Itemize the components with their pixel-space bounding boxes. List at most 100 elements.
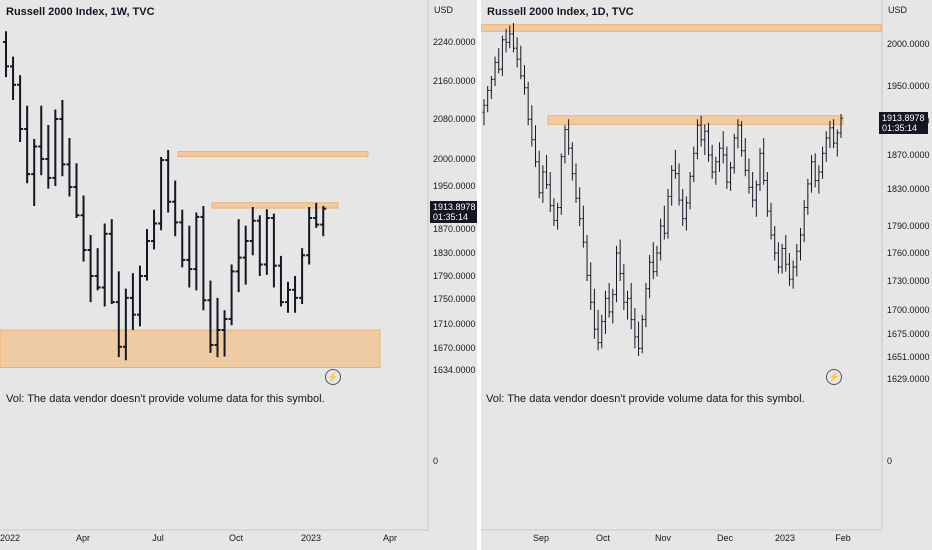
weekly-chart-canvas[interactable]: USD 2240.0000 2160.0000 2080.0000 2000.0000 1… [0,0,477,550]
weekly-chart-pane[interactable]: USD 2240.0000 2160.0000 2080.0000 2000.0000 1… [0,0,477,550]
y-tick-label: 2240.0000 [433,37,476,47]
pane-divider[interactable] [477,0,481,550]
y-tick-label: 1730.0000 [887,276,930,286]
ohlc-bar [541,165,545,203]
ohlc-bar [725,146,729,189]
lightning-icon[interactable]: ⚡ [826,369,842,385]
ohlc-bar [640,314,644,354]
ohlc-bar [493,56,497,86]
ohlc-bar [773,226,777,261]
x-tick-label: 2022 [0,533,20,543]
ohlc-bar [292,276,299,313]
ohlc-bar [570,142,574,181]
ohlc-bar [662,205,666,240]
ohlc-bar [59,100,66,177]
ohlc-bar [221,310,228,357]
ohlc-bar [320,205,327,237]
weekly-volume-note: Vol: The data vendor doesn't provide vol… [6,393,325,405]
ohlc-bar [721,131,725,164]
ohlc-bar [17,75,24,142]
weekly-last-price-tag: 1913.8978 01:35:14 [430,201,477,223]
ohlc-bar [743,138,747,177]
ohlc-bar [172,180,179,237]
ohlc-bar [655,245,659,277]
ohlc-bar [633,308,637,349]
ohlc-bar [235,219,242,293]
y-tick-label: 0 [887,456,892,466]
ohlc-bar [144,229,150,281]
ohlc-bar [798,227,803,261]
ohlc-bar [256,215,263,276]
y-tick-label: 1634.0000 [433,365,476,375]
ohlc-bar [791,260,795,289]
ohlc-bar [732,133,736,174]
y-tick-label: 1830.0000 [433,248,476,258]
ohlc-bar [820,146,825,179]
ohlc-bar [614,245,619,303]
ohlc-bar [644,282,648,328]
ohlc-bar [136,265,143,327]
ohlc-bar [486,86,490,113]
y-tick-label: 1790.0000 [433,271,476,281]
ohlc-bar [511,23,516,53]
ohlc-bar [563,125,567,164]
ohlc-bar [122,288,129,361]
ohlc-bar [603,290,608,334]
x-tick-label: Apr [76,533,90,543]
ohlc-bar [214,297,221,358]
ohlc-bar [751,172,755,208]
ohlc-bar [596,310,600,351]
x-tick-label: Nov [655,533,672,543]
ohlc-bar [515,37,519,68]
ohlc-bar [802,200,806,243]
y-tick-label: 1710.0000 [433,319,476,329]
ohlc-bar [115,271,122,358]
x-tick-label: Oct [596,533,611,543]
y-tick-label: 2080.0000 [433,114,476,124]
ohlc-bar [692,146,696,183]
ohlc-bar [677,163,681,206]
lightning-icon[interactable]: ⚡ [325,369,341,385]
y-tick-label: 1750.0000 [433,294,476,304]
ohlc-bar [559,153,563,215]
ohlc-bar [277,255,284,307]
ohlc-bar [765,172,769,217]
x-tick-label: 2023 [775,533,795,543]
ohlc-bar [747,158,751,194]
ohlc-bar [684,196,688,231]
ohlc-bar [533,125,538,167]
daily-chart-pane[interactable]: USD2000.00001950.00001910.00001870.00001… [481,0,932,550]
ohlc-bar [101,223,108,307]
ohlc-bar [784,235,788,272]
ohlc-bar [651,242,655,280]
ohlc-bar [695,119,700,160]
ohlc-bar [806,178,810,215]
ohlc-bar [129,273,136,330]
ohlc-bar [158,157,165,231]
ohlc-bar [500,35,504,76]
ohlc-bar [787,253,792,286]
ohlc-bar [94,248,101,291]
ohlc-bar [504,28,508,53]
daily-chart-canvas[interactable]: USD2000.00001950.00001910.00001870.00001… [481,0,932,550]
daily-countdown: 01:35:14 [882,123,918,133]
ohlc-bar [108,219,115,304]
ohlc-bar [688,172,692,210]
daily-last-price: 1913.8978 [882,113,925,123]
ohlc-bar [706,122,711,162]
y-tick-label: 2160.0000 [433,76,476,86]
ohlc-bar [66,138,73,197]
ohlc-bar [592,288,596,339]
ohlc-bar [552,198,556,226]
ohlc-bar [508,25,512,49]
ohlc-bar [270,213,277,288]
y-tick-label: 1675.0000 [887,329,930,339]
ohlc-bar [581,205,585,248]
ohlc-bar [758,148,762,191]
x-tick-label: Oct [229,533,244,543]
ohlc-bar [3,31,9,78]
ohlc-bar [607,282,611,318]
ohlc-bar [578,187,582,226]
ohlc-bar [38,105,45,176]
price-axis [882,0,932,550]
